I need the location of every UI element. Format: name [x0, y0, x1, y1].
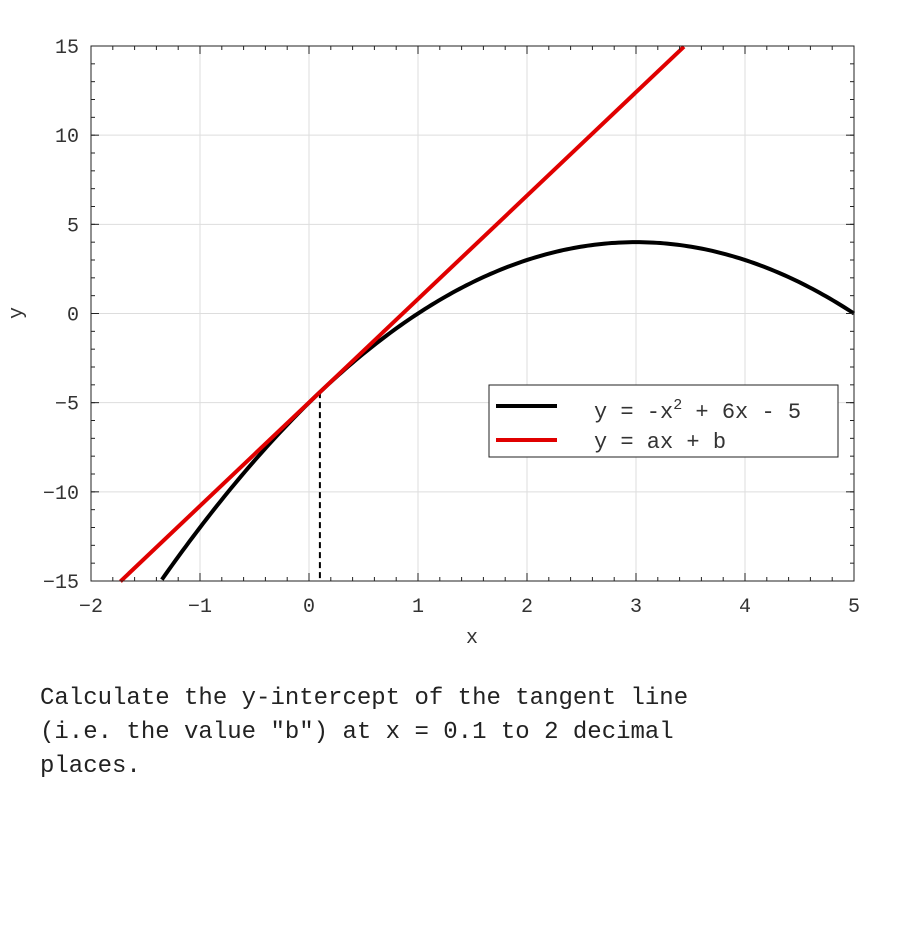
legend: y = -x2 + 6x - 5 y = ax + b	[488, 384, 839, 458]
y-tick-label: 0	[67, 305, 79, 328]
legend-box	[488, 384, 839, 458]
x-tick-label: 4	[739, 596, 751, 619]
x-tick-label: 3	[630, 596, 642, 619]
legend-label-tangent: y = ax + b	[594, 430, 726, 455]
grid	[90, 45, 855, 582]
y-tick-label: 10	[55, 126, 79, 149]
legend-label-curve: y = -x2 + 6x - 5	[594, 397, 801, 425]
x-tick-label: −1	[188, 596, 212, 619]
y-tick-label: 5	[67, 215, 79, 238]
y-tick-label: −15	[43, 572, 79, 595]
x-tick-label: −2	[79, 596, 103, 619]
y-axis-label: y	[6, 307, 29, 319]
x-axis-label: x	[466, 627, 478, 650]
y-tick-label: −10	[43, 483, 79, 506]
series-tangent-line	[119, 45, 686, 583]
x-tick-label: 5	[848, 596, 860, 619]
x-tick-label: 2	[521, 596, 533, 619]
y-tick-label: 15	[55, 37, 79, 60]
plot-area	[119, 45, 856, 583]
question-text: Calculate the y-intercept of the tangent…	[40, 685, 689, 780]
y-tick-label: −5	[55, 394, 79, 417]
x-tick-label: 0	[303, 596, 315, 619]
x-tick-label: 1	[412, 596, 424, 619]
axis-ticks	[90, 45, 855, 582]
